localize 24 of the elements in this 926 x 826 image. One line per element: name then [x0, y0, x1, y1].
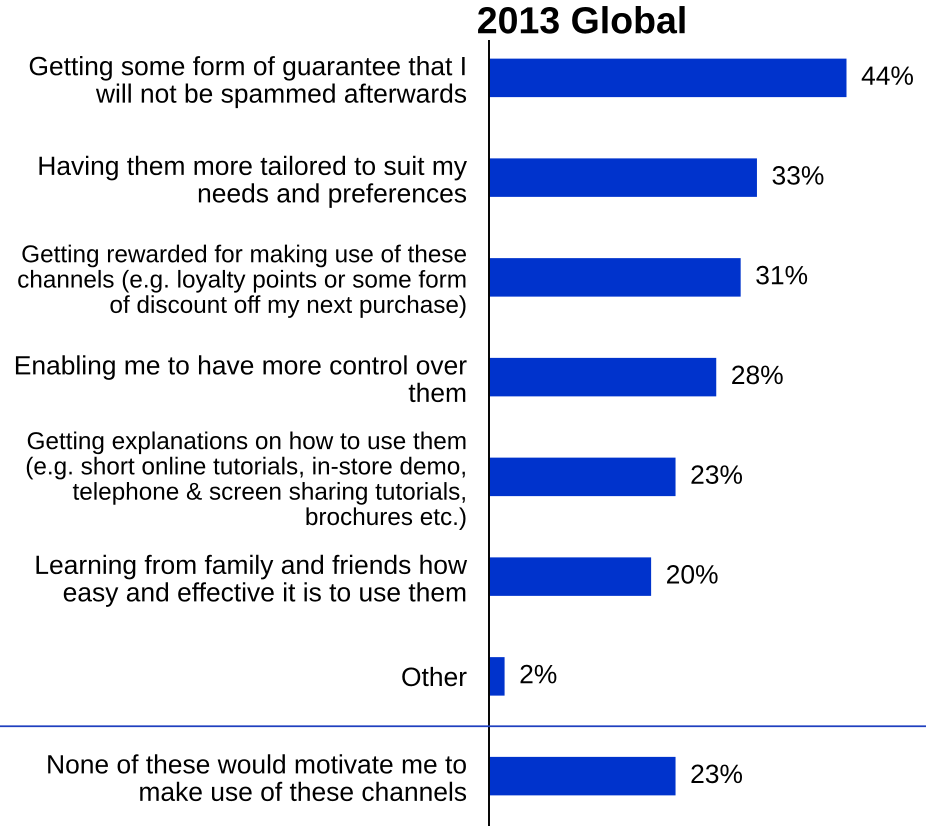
bar — [489, 356, 718, 398]
bar — [489, 656, 506, 698]
y-tick-label: Enabling me to have more control over them — [16, 355, 467, 402]
y-tick-label: Other — [402, 666, 467, 686]
bar — [489, 57, 848, 99]
data-label: 23% — [691, 465, 742, 484]
bar — [489, 157, 758, 198]
y-tick-label: Getting rewarded for making use of these channels (e.g. loyalty points or some form of discount off my next purchase) — [18, 244, 466, 318]
y-tick-label: Getting explanations on how to use them (e.g. short online tutorials, in-store demo, telephone & screen sharing tutorials, brochures etc.) — [26, 431, 466, 530]
y-tick-label: Getting some form of guarantee that I will not be spammed afterwards — [30, 56, 466, 108]
bar — [489, 456, 677, 498]
data-label: 2% — [520, 664, 556, 684]
y-tick-label: None of these would motivate me to make use of these channels — [48, 754, 466, 802]
bar — [489, 256, 742, 298]
bar — [489, 556, 653, 598]
y-tick-label: Having them more tailored to suit my needs and preferences — [39, 156, 467, 208]
data-label: 23% — [691, 764, 742, 784]
y-tick-label: Learning from family and friends how easy and effective it is to use them — [36, 554, 468, 607]
data-label: 44% — [862, 66, 913, 85]
data-label: 20% — [667, 565, 718, 584]
chart-title: 2013 Global — [478, 6, 685, 34]
data-label: 33% — [772, 166, 824, 185]
data-label: 28% — [732, 366, 783, 384]
data-label: 31% — [756, 266, 808, 284]
